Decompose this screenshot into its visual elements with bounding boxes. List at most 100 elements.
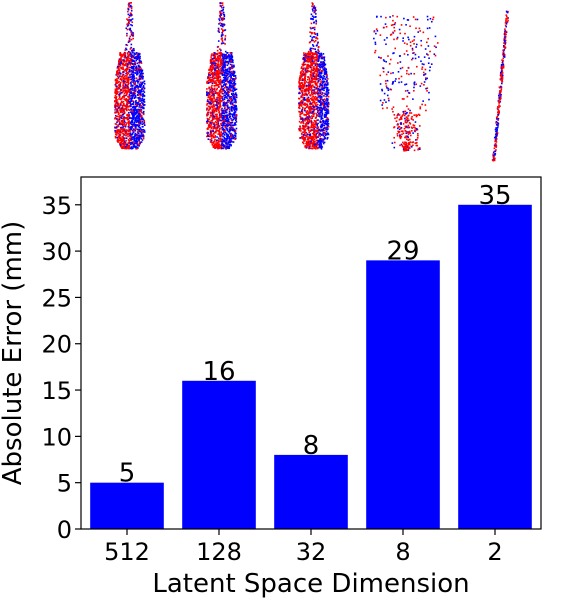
point [216,102,218,105]
point [413,82,416,84]
point [310,108,312,111]
point [308,70,311,73]
point [314,143,317,146]
point [304,60,307,62]
point [206,81,209,83]
point [121,62,124,65]
point [128,82,130,85]
point [131,77,133,80]
point [404,83,406,86]
point [305,134,307,137]
point [217,106,220,109]
point [229,141,231,144]
point [301,69,303,72]
point [133,137,135,139]
point [217,73,220,75]
point [407,53,409,56]
point [133,105,136,108]
point [231,99,234,102]
point [141,117,144,119]
point [215,59,218,62]
point [231,113,234,116]
point [212,135,214,138]
point [309,130,312,132]
point [308,52,310,54]
point [210,86,213,89]
point [311,8,314,10]
point [125,129,128,131]
point [392,23,394,26]
point [214,138,216,141]
point [311,72,313,74]
point [316,53,319,56]
point [122,80,125,82]
point [134,140,137,142]
point [121,79,123,82]
point [313,72,316,75]
point [123,86,125,89]
point [230,75,232,77]
point [419,85,422,87]
point [219,59,222,62]
point [125,72,127,75]
point [312,55,315,58]
point [228,143,231,146]
point [234,92,237,94]
point [208,124,211,127]
point [307,138,310,141]
point [308,81,310,84]
point [227,107,230,109]
point [120,115,123,118]
point [304,56,306,58]
point [137,124,140,126]
point [317,68,319,70]
point [230,106,233,109]
point [300,82,302,85]
point [233,94,235,97]
point [302,126,305,128]
point [311,60,314,63]
point [227,134,230,137]
point [141,126,144,128]
point [234,83,237,85]
point [225,79,227,82]
point [223,86,226,89]
point [137,78,140,81]
point [131,119,133,122]
point [215,75,217,77]
point [135,121,137,123]
point [312,135,314,138]
point [217,84,219,87]
point [138,83,141,86]
point [300,109,303,112]
point [218,14,221,17]
point [307,100,309,103]
point [213,57,215,59]
point [126,84,128,86]
point [143,121,146,124]
point [225,141,227,143]
point [219,16,222,19]
point [316,54,318,57]
point [304,73,306,76]
point [321,83,324,85]
point [302,84,305,87]
point [214,126,217,129]
point [212,115,215,117]
point [143,131,146,133]
point [219,15,222,18]
point [315,13,317,15]
point [305,81,308,83]
point [128,2,130,5]
point [127,127,130,129]
point [215,84,217,87]
point [137,61,140,64]
point [114,79,117,82]
point [129,128,132,130]
point [220,35,223,38]
point [119,72,122,75]
point [222,104,224,107]
point [326,97,328,100]
point [126,53,129,55]
point [318,50,320,53]
